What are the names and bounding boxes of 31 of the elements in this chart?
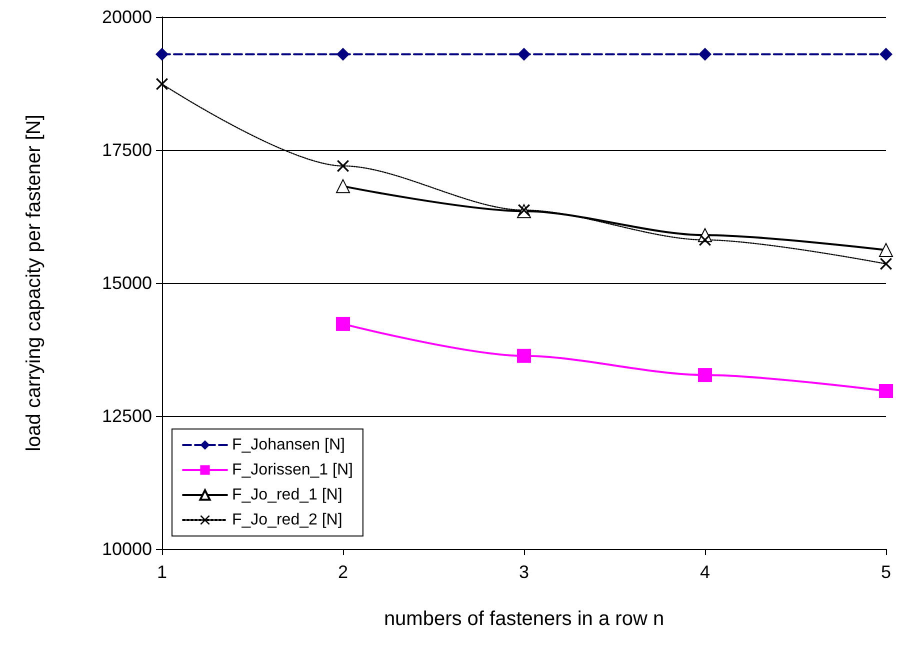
x-tick-label: 4 (700, 562, 710, 582)
point (879, 384, 893, 398)
y-tick-label: 20000 (102, 7, 152, 27)
point (336, 48, 350, 61)
legend-label: F_Jo_red_2 [N] (232, 512, 342, 528)
x-tick-label: 5 (880, 562, 892, 582)
legend-label: F_Johansen [N] (232, 436, 345, 454)
y-tick-label: 12500 (102, 406, 152, 426)
x-tick-label: 2 (338, 562, 348, 582)
point (337, 160, 349, 172)
legend-label: F_Jo_red_1 [N] (232, 486, 342, 504)
y-tick-label: 10000 (102, 539, 152, 559)
point (880, 258, 892, 270)
y-axis-title: load carrying capacity per fastener [N] (23, 114, 45, 452)
y-tick-label: 15000 (102, 273, 152, 293)
legend-label: F_Jorissen_1 [N] (232, 462, 353, 478)
point (518, 48, 530, 61)
y-tick-label: 17500 (102, 140, 152, 160)
x-tick-label: 1 (156, 562, 168, 582)
x-axis-title: numbers of fasteners in a row n (384, 608, 664, 630)
point (880, 48, 892, 61)
point (698, 368, 712, 382)
point (698, 48, 712, 61)
point (517, 348, 531, 363)
point (879, 243, 893, 258)
point (336, 316, 350, 331)
point (156, 78, 168, 90)
point (699, 234, 711, 246)
x-tick-label: 3 (518, 562, 530, 582)
point (336, 179, 350, 194)
point (156, 48, 168, 61)
